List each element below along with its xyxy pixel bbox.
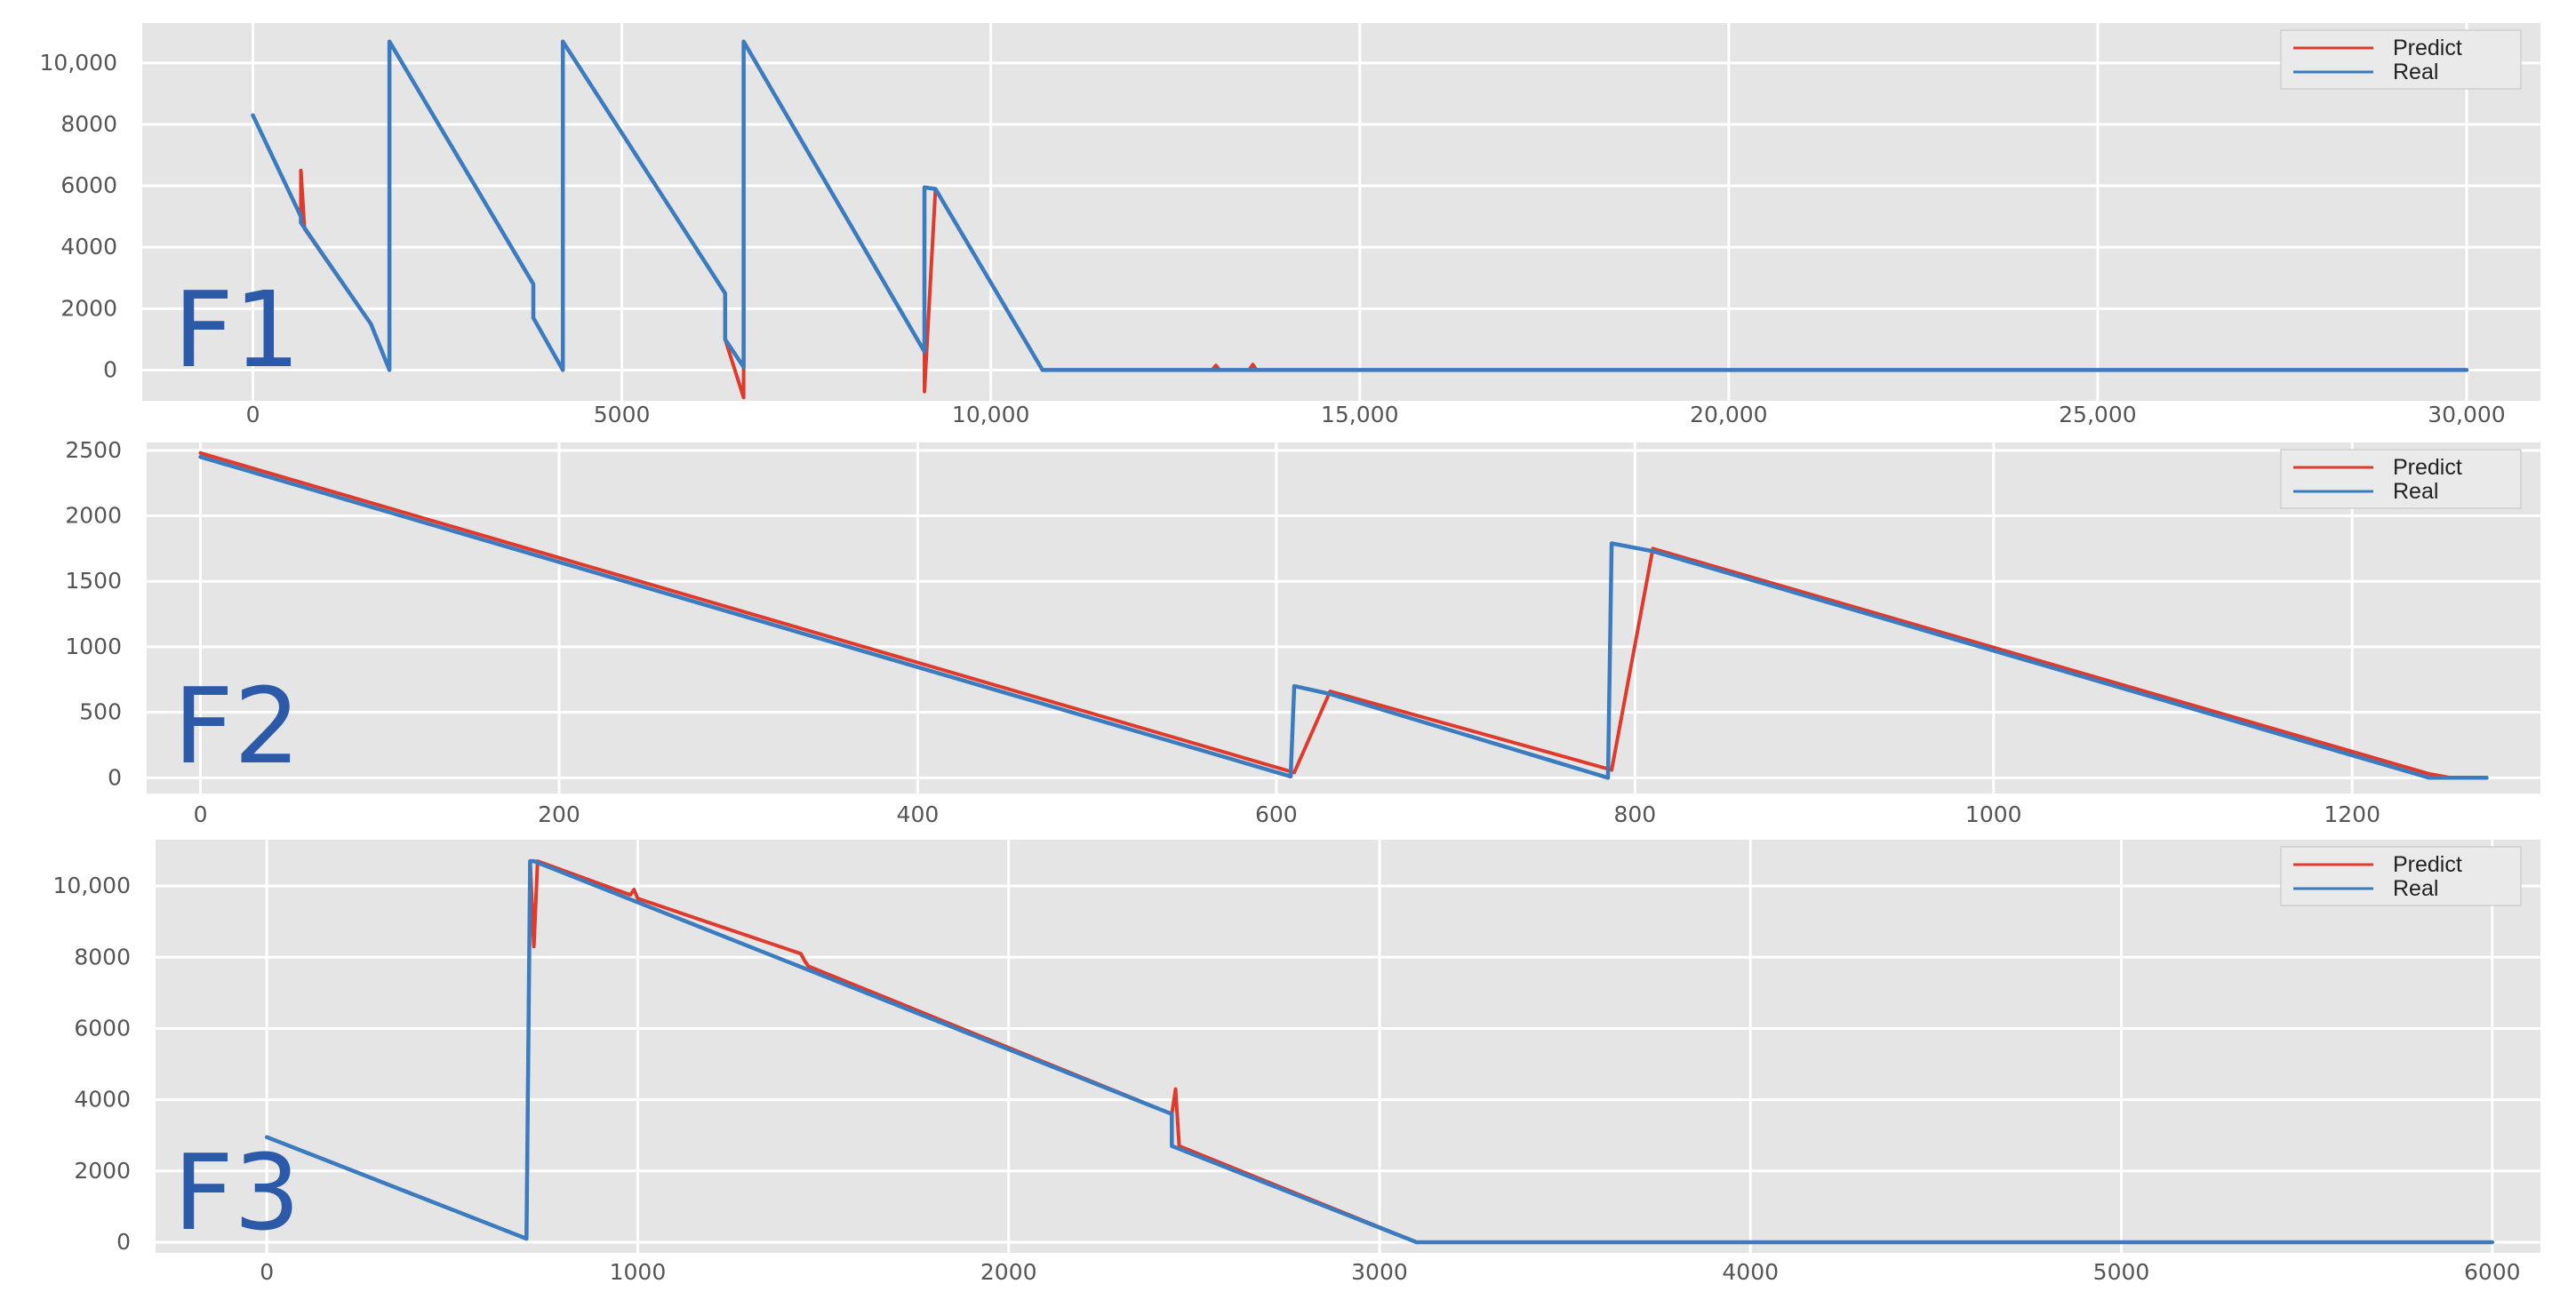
x-tick-label: 2000	[980, 1259, 1037, 1285]
x-tick-label: 25,000	[2059, 402, 2136, 427]
series-line-real	[264, 858, 2495, 1245]
y-tick-label: 500	[79, 699, 122, 725]
y-tick-label: 6000	[74, 1015, 131, 1041]
x-tick-label: 4000	[1722, 1259, 1779, 1285]
y-tick-label: 2000	[74, 1158, 131, 1184]
legend-label-real: Real	[2393, 60, 2438, 84]
plot-area	[147, 443, 2540, 794]
panel-label: F3	[173, 1131, 300, 1254]
series-line-predict	[198, 451, 2453, 780]
y-tick-label: 0	[103, 356, 117, 382]
panel-f3: 0 1000 2000 3000 4000 5000 6000 0 2000 4000 6000 80…	[53, 840, 2540, 1285]
y-tick-label: 2000	[60, 295, 117, 321]
series-line-real	[198, 454, 2489, 780]
panel-label: F1	[173, 268, 300, 391]
y-tick-label: 1000	[65, 634, 122, 659]
y-tick-label: 6000	[60, 172, 117, 198]
legend-box	[2280, 29, 2522, 90]
y-tick-label: 2500	[65, 437, 122, 463]
y-tick-label: 8000	[74, 944, 131, 969]
x-tick-label: 10,000	[952, 402, 1029, 427]
plot-area	[142, 23, 2540, 401]
y-tick-label: 10,000	[40, 50, 117, 76]
x-tick-label: 0	[260, 1259, 274, 1285]
y-tick-label: 4000	[60, 234, 117, 259]
x-tick-label: 1200	[2324, 802, 2380, 827]
series-line-real	[251, 39, 2469, 372]
x-tick-label: 200	[538, 802, 580, 827]
legend-label-predict: Predict	[2393, 852, 2462, 877]
x-tick-label: 5000	[594, 402, 651, 427]
legend-label-real: Real	[2393, 479, 2438, 504]
legend-box	[2280, 449, 2522, 509]
panel-label: F2	[173, 665, 300, 787]
x-tick-label: 30,000	[2428, 402, 2505, 427]
y-tick-label: 4000	[74, 1087, 131, 1113]
y-tick-label: 0	[116, 1229, 131, 1255]
legend-label-real: Real	[2393, 876, 2438, 901]
x-tick-label: 0	[194, 802, 208, 827]
y-tick-label: 8000	[60, 111, 117, 137]
y-tick-label: 2000	[65, 503, 122, 529]
plot-area	[156, 840, 2540, 1253]
x-tick-label: 20,000	[1690, 402, 1767, 427]
panel-f2: 0 200 400 600 800 1000 1200 0 500 1000 1500 2000 250…	[65, 437, 2540, 827]
legend-label-predict: Predict	[2393, 36, 2462, 60]
x-tick-label: 5000	[2093, 1259, 2150, 1285]
panel-f1: 0 5000 10,000 15,000 20,000 25,000 30,000 0 2000…	[40, 23, 2540, 427]
x-tick-label: 800	[1613, 802, 1656, 827]
x-tick-label: 400	[897, 802, 940, 827]
x-tick-label: 600	[1255, 802, 1298, 827]
x-tick-label: 15,000	[1321, 402, 1398, 427]
x-tick-label: 6000	[2464, 1259, 2521, 1285]
legend-label-predict: Predict	[2393, 455, 2462, 480]
y-tick-label: 1500	[65, 568, 122, 594]
y-tick-label: 10,000	[53, 873, 131, 898]
x-tick-label: 3000	[1351, 1259, 1408, 1285]
y-tick-label: 0	[108, 764, 122, 790]
series-line-predict	[265, 859, 2494, 1244]
x-tick-label: 0	[246, 402, 260, 427]
x-tick-label: 1000	[610, 1259, 667, 1285]
legend-box	[2280, 846, 2522, 906]
x-tick-label: 1000	[1965, 802, 2022, 827]
